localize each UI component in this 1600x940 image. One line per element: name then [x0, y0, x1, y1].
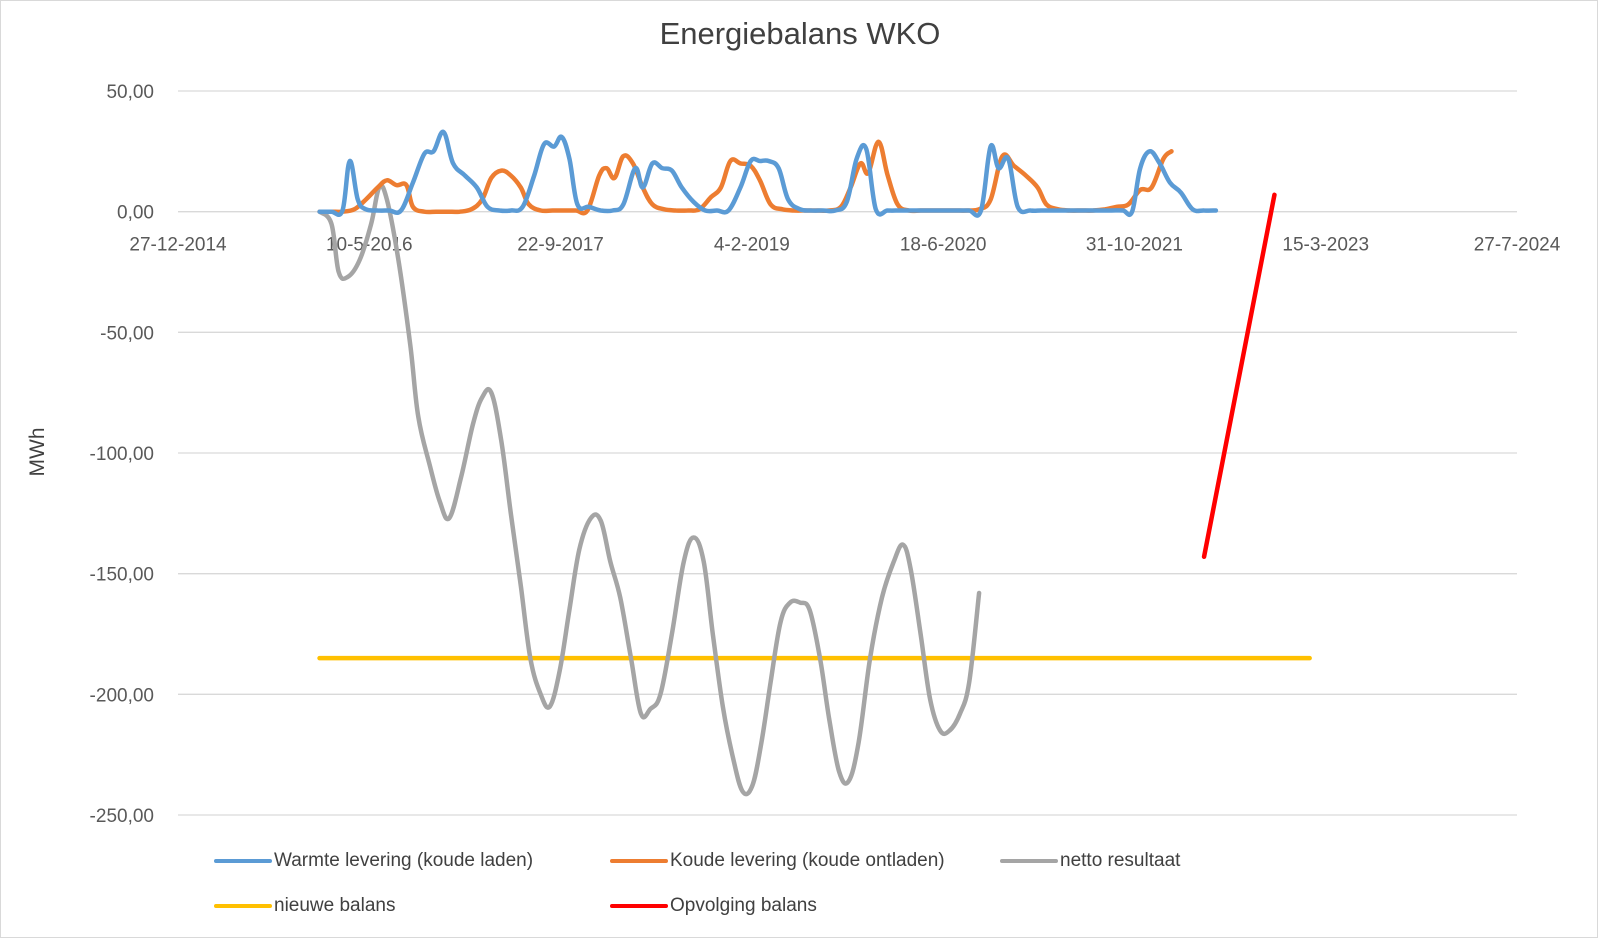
- legend-label-koude: Koude levering (koude ontladen): [670, 850, 945, 871]
- legend-swatch-netto: [1000, 859, 1058, 863]
- series-lines: [317, 129, 1312, 797]
- y-tick-label: -50,00: [100, 323, 154, 344]
- series-netto-line: [317, 183, 982, 797]
- x-tick-label: 10-5-2016: [326, 235, 413, 256]
- legend-label-warmte: Warmte levering (koude laden): [274, 850, 534, 871]
- x-tick-label: 22-9-2017: [517, 235, 604, 256]
- x-tick-labels: 27-12-2014 10-5-2016 22-9-2017 4-2-2019 18-6…: [129, 235, 1560, 256]
- y-tick-label: -100,00: [90, 444, 154, 465]
- legend-swatch-warmte: [214, 859, 272, 863]
- legend-label-opvolging: Opvolging balans: [670, 895, 817, 916]
- legend-item-koude: Koude levering (koude ontladen): [610, 850, 945, 872]
- y-tick-label: -250,00: [90, 806, 154, 827]
- x-tick-label: 27-12-2014: [129, 235, 227, 256]
- legend-swatch-koude: [610, 859, 668, 863]
- y-tick-label: -150,00: [90, 565, 154, 586]
- y-tick-label: 0,00: [117, 203, 154, 224]
- legend-item-nieuwe-balans: nieuwe balans: [214, 895, 395, 917]
- legend-item-warmte: Warmte levering (koude laden): [214, 850, 533, 872]
- legend-item-opvolging: Opvolging balans: [610, 895, 817, 917]
- x-tick-label: 15-3-2023: [1282, 235, 1369, 256]
- y-tick-label: 50,00: [106, 82, 154, 103]
- legend-label-netto: netto resultaat: [1060, 850, 1181, 871]
- x-tick-label: 31-10-2021: [1086, 235, 1183, 256]
- legend: Warmte levering (koude laden) Koude leve…: [0, 850, 1600, 930]
- x-tick-label: 27-7-2024: [1474, 235, 1561, 256]
- x-tick-label: 4-2-2019: [714, 235, 790, 256]
- legend-swatch-nieuwe-balans: [214, 904, 272, 908]
- series-opvolging-line: [1201, 192, 1277, 560]
- legend-swatch-opvolging: [610, 904, 668, 908]
- y-tick-label: -200,00: [90, 685, 154, 706]
- y-tick-labels: 50,00 0,00 -50,00 -100,00 -150,00 -200,00 -250…: [90, 82, 154, 827]
- series-warmte-line: [317, 129, 1219, 218]
- legend-item-netto: netto resultaat: [1000, 850, 1180, 872]
- series-koude-line: [317, 139, 1174, 216]
- x-tick-label: 18-6-2020: [900, 235, 987, 256]
- chart-title: Energiebalans WKO: [659, 16, 941, 51]
- legend-label-nieuwe-balans: nieuwe balans: [274, 895, 396, 916]
